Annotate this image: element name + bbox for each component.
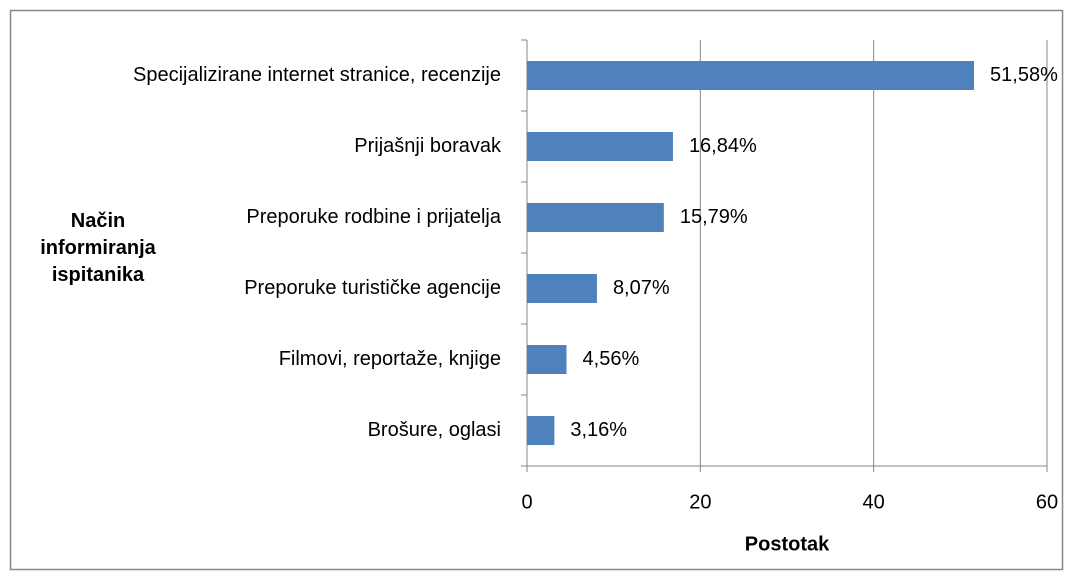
y-tick-label: Brošure, oglasi [368,419,501,441]
y-tick-label: Prijašnji boravak [354,135,502,157]
data-label: 3,16% [570,419,627,441]
y-tick-label: Preporuke rodbine i prijatelja [246,206,501,228]
data-label: 51,58% [990,64,1058,86]
y-tick-label: Specijalizirane internet stranice, recen… [133,64,501,86]
y-axis-title: Način informiranja ispitanika [40,210,156,286]
bar [527,132,673,161]
data-label: 8,07% [613,277,670,299]
bar [527,416,555,445]
x-axis-title: Postotak [745,533,830,555]
data-label: 15,79% [680,206,748,228]
y-tick-label: Preporuke turističke agencije [244,277,501,299]
bar [527,274,597,303]
bar [527,61,975,90]
x-tick-label: 40 [863,491,885,513]
data-label: 16,84% [689,135,757,157]
data-label: 4,56% [583,348,640,370]
bar [527,203,664,232]
x-tick-label: 0 [521,491,532,513]
x-tick-label: 20 [689,491,711,513]
y-tick-label: Filmovi, reportaže, knjige [279,348,501,370]
bar [527,345,567,374]
x-tick-label: 60 [1036,491,1058,513]
